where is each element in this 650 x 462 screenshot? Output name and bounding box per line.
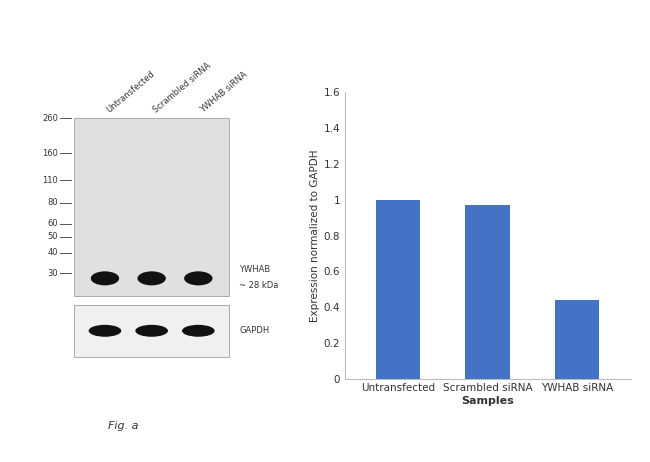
Text: Fig. a: Fig. a: [108, 421, 138, 432]
Text: 60: 60: [47, 219, 58, 228]
Ellipse shape: [135, 325, 168, 337]
Ellipse shape: [88, 325, 122, 337]
Bar: [376, 200, 421, 379]
Ellipse shape: [91, 271, 119, 286]
Y-axis label: Expression normalized to GAPDH: Expression normalized to GAPDH: [309, 149, 320, 322]
X-axis label: Samples: Samples: [461, 396, 514, 406]
Bar: [74, 305, 229, 357]
Ellipse shape: [182, 325, 215, 337]
Text: ~ 28 kDa: ~ 28 kDa: [239, 280, 279, 290]
Text: YWHAB: YWHAB: [239, 265, 270, 274]
Text: YWHAB siRNA: YWHAB siRNA: [198, 70, 249, 115]
Text: 110: 110: [42, 176, 58, 184]
Text: 30: 30: [47, 269, 58, 278]
Text: Scrambled siRNA: Scrambled siRNA: [151, 61, 213, 115]
Ellipse shape: [184, 271, 213, 286]
Text: 160: 160: [42, 149, 58, 158]
Text: 40: 40: [47, 248, 58, 257]
Bar: [554, 300, 599, 379]
Text: 260: 260: [42, 114, 58, 123]
Text: Untransfected: Untransfected: [105, 69, 157, 115]
Bar: [465, 205, 510, 379]
Text: GAPDH: GAPDH: [239, 326, 270, 335]
Text: 50: 50: [47, 232, 58, 241]
Ellipse shape: [137, 271, 166, 286]
Bar: [74, 118, 229, 296]
Text: 80: 80: [47, 199, 58, 207]
